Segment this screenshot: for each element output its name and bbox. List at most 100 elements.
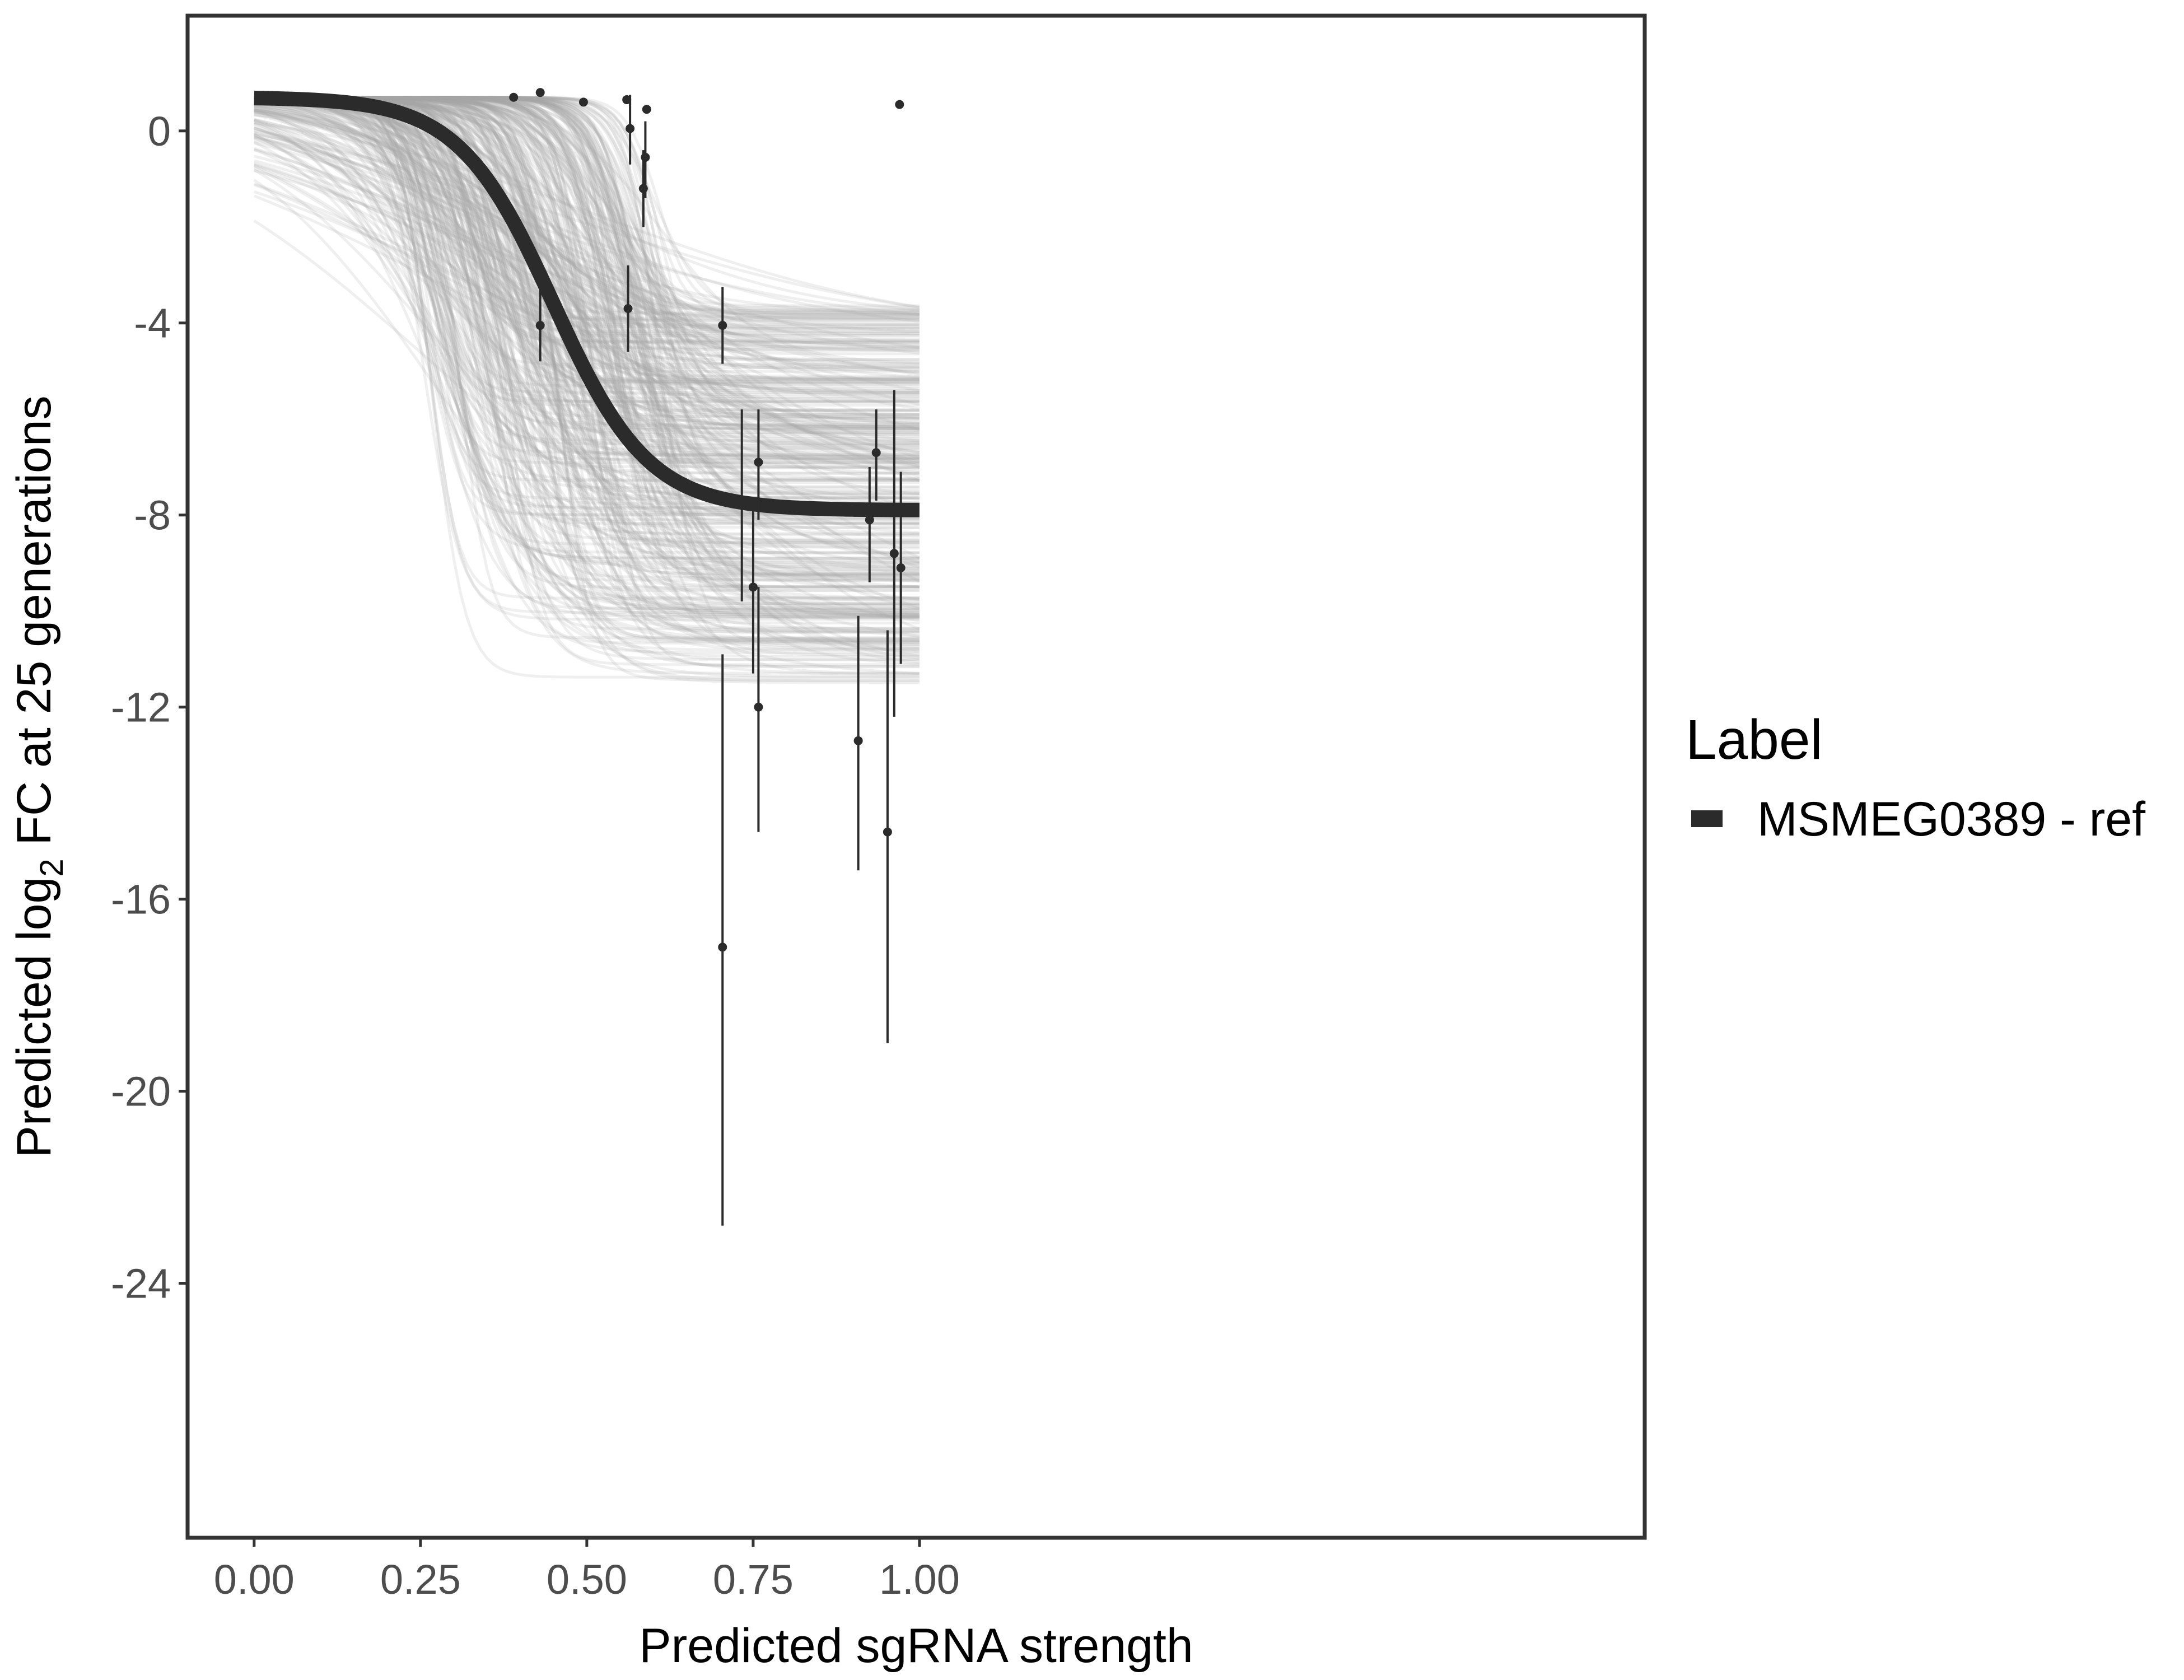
posterior-draw-line bbox=[254, 96, 920, 548]
legend-label-msmeg0389: MSMEG0389 - ref bbox=[1757, 792, 2146, 846]
posterior-draw-line bbox=[254, 96, 920, 640]
posterior-draw-line bbox=[254, 102, 920, 637]
posterior-draw-line bbox=[254, 139, 920, 406]
posterior-draw-line bbox=[254, 96, 920, 434]
posterior-draw-line bbox=[254, 96, 920, 592]
y-tick-label: 0 bbox=[148, 108, 171, 155]
x-tick-label: 0.50 bbox=[547, 1556, 627, 1603]
data-point bbox=[642, 105, 651, 114]
plot-background bbox=[188, 16, 1645, 1538]
posterior-draw-line bbox=[254, 96, 920, 501]
posterior-draw-line bbox=[254, 100, 920, 600]
posterior-draw-line bbox=[254, 96, 920, 398]
posterior-draw-line bbox=[254, 113, 920, 459]
posterior-draw-line bbox=[254, 162, 920, 559]
posterior-draw-line bbox=[254, 96, 920, 554]
posterior-draw-line bbox=[254, 96, 920, 395]
posterior-draw-line bbox=[254, 110, 920, 432]
posterior-draw-line bbox=[254, 97, 920, 315]
posterior-draw-line bbox=[254, 132, 920, 375]
data-point bbox=[535, 88, 545, 97]
posterior-draw-line bbox=[254, 98, 920, 565]
posterior-draw-line bbox=[254, 136, 920, 349]
posterior-draw-line bbox=[254, 129, 920, 482]
legend: Label MSMEG0389 - ref bbox=[1686, 708, 2146, 846]
data-point bbox=[748, 582, 758, 592]
posterior-draw-line bbox=[254, 96, 920, 456]
posterior-draw-line bbox=[254, 96, 920, 403]
posterior-draw-line bbox=[254, 99, 920, 664]
posterior-draw-line bbox=[254, 96, 920, 427]
posterior-draw-line bbox=[253, 122, 920, 676]
posterior-draw-line bbox=[254, 96, 920, 340]
posterior-draw-line bbox=[254, 98, 920, 550]
posterior-draw-line bbox=[254, 96, 920, 430]
posterior-draw-line bbox=[254, 96, 920, 330]
posterior-draw-line bbox=[254, 136, 920, 316]
posterior-draw-line bbox=[254, 96, 920, 356]
y-tick-label: -4 bbox=[134, 300, 171, 347]
posterior-draw-line bbox=[254, 96, 920, 568]
posterior-draw-line bbox=[254, 96, 920, 337]
posterior-draw-line bbox=[254, 96, 920, 675]
posterior-draw-line bbox=[254, 96, 920, 426]
data-point bbox=[718, 321, 727, 330]
posterior-draw-line bbox=[254, 96, 920, 442]
posterior-draw-line bbox=[254, 97, 920, 500]
posterior-draw-line bbox=[254, 108, 920, 454]
posterior-draw-line bbox=[254, 96, 920, 461]
posterior-draw-line bbox=[254, 96, 920, 431]
y-axis-title-prefix: Predicted log bbox=[7, 877, 61, 1158]
posterior-draw-line bbox=[254, 96, 920, 613]
posterior-draw-line bbox=[254, 97, 920, 650]
posterior-draw-line bbox=[254, 96, 920, 495]
posterior-draw-line bbox=[254, 102, 920, 563]
posterior-draw-line bbox=[254, 96, 920, 582]
posterior-draw-line bbox=[254, 96, 920, 484]
posterior-draw-line bbox=[254, 96, 920, 316]
posterior-draw-line bbox=[254, 105, 920, 617]
posterior-draw-line bbox=[254, 113, 920, 467]
posterior-draw-line bbox=[254, 96, 920, 576]
posterior-draw-line bbox=[254, 96, 920, 543]
x-tick-label: 1.00 bbox=[879, 1556, 960, 1603]
posterior-draw-line bbox=[254, 96, 920, 632]
posterior-draw-line bbox=[254, 96, 920, 337]
posterior-draw-line bbox=[254, 96, 920, 529]
posterior-draw-line bbox=[253, 179, 920, 675]
y-axis-title: Predicted log2 FC at 25 generations bbox=[7, 395, 70, 1158]
posterior-draw-line bbox=[254, 96, 920, 381]
posterior-draw-line bbox=[254, 96, 920, 666]
posterior-draw-line bbox=[254, 96, 920, 322]
posterior-draw-line bbox=[254, 96, 920, 430]
posterior-draw-line bbox=[254, 109, 920, 614]
posterior-draw-line bbox=[254, 96, 920, 646]
fit-curve-group bbox=[254, 91, 920, 517]
posterior-draw-line bbox=[254, 96, 920, 526]
posterior-draw-line bbox=[254, 96, 920, 579]
posterior-draw-line bbox=[254, 101, 920, 475]
posterior-draw-line bbox=[253, 194, 920, 454]
posterior-draw-line bbox=[254, 96, 920, 573]
posterior-draw-line bbox=[254, 96, 920, 641]
posterior-draw-line bbox=[254, 96, 920, 344]
posterior-draw-line bbox=[254, 96, 920, 456]
posterior-draw-line bbox=[254, 96, 920, 463]
data-point bbox=[895, 100, 904, 109]
posterior-draw-line bbox=[254, 105, 920, 368]
y-tick-label: -12 bbox=[111, 684, 171, 731]
posterior-draw-line bbox=[254, 108, 920, 311]
posterior-draw-line bbox=[254, 96, 920, 542]
posterior-draw-line bbox=[254, 96, 920, 373]
posterior-draw-line bbox=[254, 98, 920, 617]
posterior-draw-line bbox=[254, 108, 920, 394]
x-axis: 0.00 0.25 0.50 0.75 1.00 bbox=[214, 1538, 960, 1603]
posterior-draw-line bbox=[254, 121, 920, 309]
posterior-draw-line bbox=[254, 96, 920, 643]
data-point bbox=[509, 92, 519, 102]
posterior-draw-line bbox=[254, 100, 920, 410]
x-tick-label: 0.75 bbox=[713, 1556, 794, 1603]
posterior-draw-line bbox=[254, 96, 920, 605]
posterior-draw-line bbox=[254, 96, 920, 428]
posterior-draw-line bbox=[254, 99, 920, 458]
